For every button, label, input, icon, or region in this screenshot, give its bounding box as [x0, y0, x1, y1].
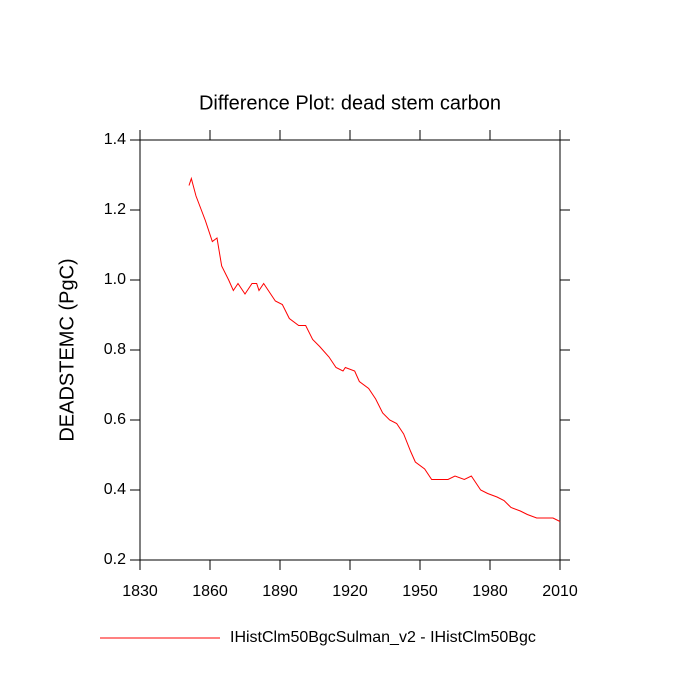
y-tick-label: 1.0	[104, 271, 126, 288]
x-tick-label: 1980	[472, 583, 508, 600]
data-line	[188, 176, 561, 522]
x-tick-label: 1830	[122, 583, 158, 600]
chart-title: Difference Plot: dead stem carbon	[199, 92, 501, 114]
y-tick-label: 1.4	[104, 131, 126, 148]
y-tick-label: 0.8	[104, 341, 126, 358]
y-tick-label: 1.2	[104, 201, 126, 218]
legend-label: IHistClm50BgcSulman_v2 - IHistClm50Bgc	[230, 629, 536, 646]
x-tick-label: 1950	[402, 583, 438, 600]
x-tick-label: 1890	[262, 583, 298, 600]
y-tick-label: 0.4	[104, 481, 126, 498]
y-tick-label: 0.2	[104, 551, 126, 568]
x-tick-label: 1920	[332, 583, 368, 600]
y-axis-title: DEADSTEMC (PgC)	[56, 258, 78, 441]
x-tick-label: 1860	[192, 583, 228, 600]
x-tick-label: 2010	[542, 583, 578, 600]
y-tick-label: 0.6	[104, 411, 126, 428]
